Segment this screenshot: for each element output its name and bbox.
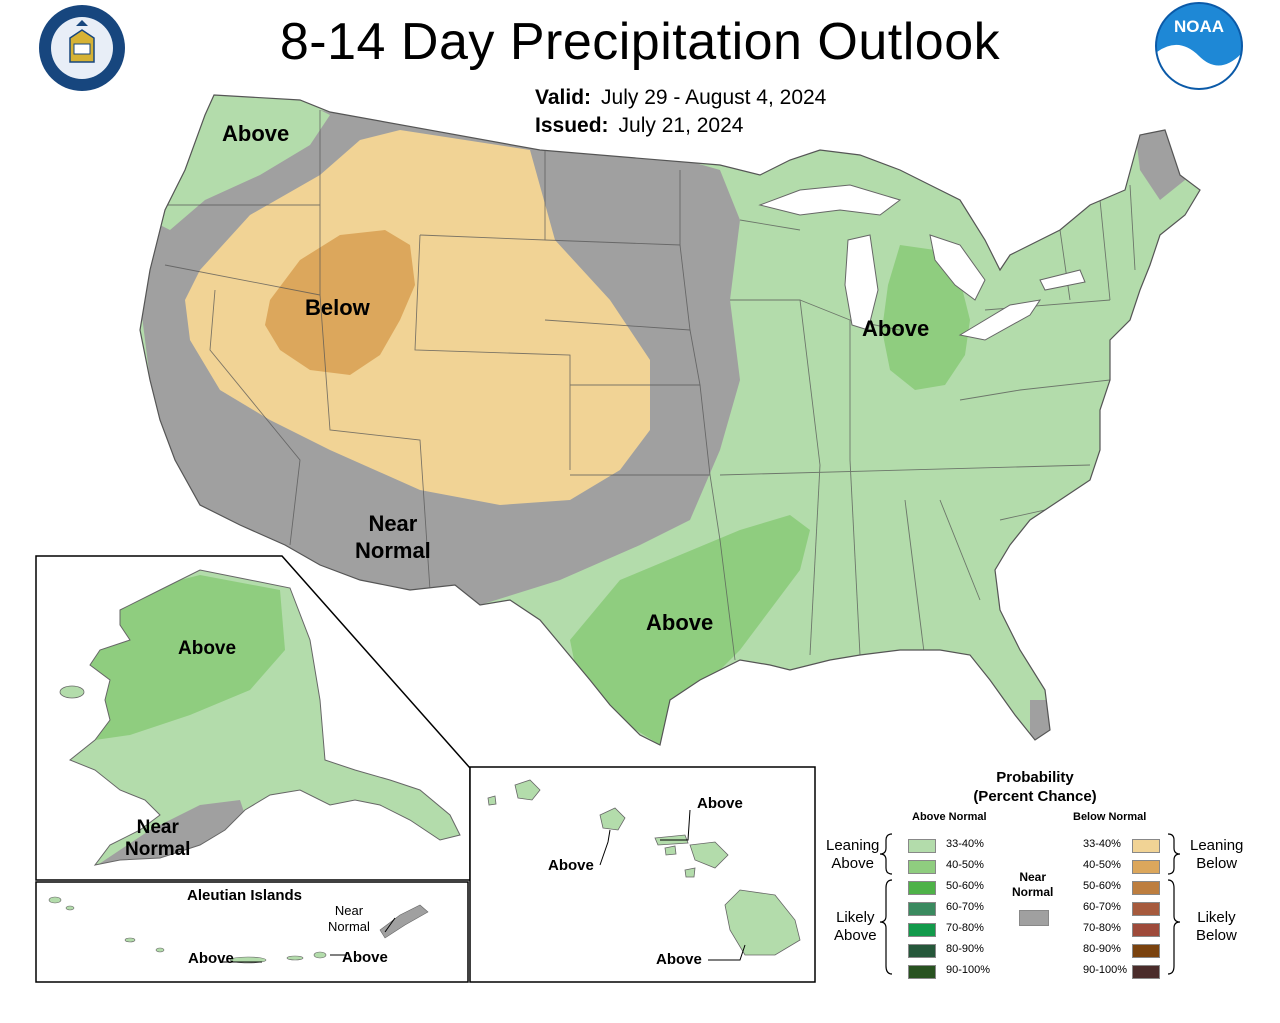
valid-label: Valid: [535,86,592,109]
legend-above-range-5: 70-80% [946,922,984,934]
legend-above-swatch-2 [908,860,936,874]
near-normal-swatch [1019,910,1049,926]
alaska-above-label: Above [178,638,237,659]
great-basin-below-label: Below [305,295,370,320]
legend-below-range-6: 80-90% [1083,943,1121,955]
legend-above-swatch-1 [908,839,936,853]
legend-below-range-2: 40-50% [1083,859,1121,871]
legend-below-range-5: 70-80% [1083,922,1121,934]
valid-row: Valid: July 29 - August 4, 2024 [535,86,826,110]
texas-above-label: Above [646,610,714,635]
legend-below-range-4: 60-70% [1083,901,1121,913]
page-title: 8-14 Day Precipitation Outlook [279,13,1001,71]
noaa-logo-icon: NOAA [1155,2,1243,90]
doc-seal-icon [38,4,126,92]
leaning-below-label: Leaning Below [1190,837,1244,872]
aleutian-above-label-2: Above [342,949,388,966]
legend-below-swatch-1 [1132,839,1160,853]
legend-above-range-2: 40-50% [946,859,984,871]
legend-below-range-7: 90-100% [1083,964,1128,976]
pnw-above-label: Above [222,121,290,146]
near-normal-legend-label: Near Normal [1012,870,1054,899]
aleutian-near-normal-label: Near Normal [328,903,370,934]
legend-below-swatch-3 [1132,881,1160,895]
alaska-near-normal-label: Near Normal [125,817,191,860]
leaning-above-label: Leaning Above [826,837,880,872]
legend-below-swatch-4 [1132,902,1160,916]
legend-above-swatch-7 [908,965,936,979]
legend-above-swatch-3 [908,881,936,895]
legend-above-range-7: 90-100% [946,964,991,976]
ohio-valley-above-label: Above [862,316,930,341]
hawaii-above-label-2: Above [548,857,594,874]
aleutian-title: Aleutian Islands [187,887,303,904]
legend-below-swatch-5 [1132,923,1160,937]
issued-label: Issued: [535,114,609,137]
noaa-text: NOAA [1174,17,1224,36]
legend-below-swatch-2 [1132,860,1160,874]
legend-title: Probability (Percent Chance) [973,769,1097,805]
issued-row: Issued: July 21, 2024 [535,114,743,138]
hawaii-above-label-3: Above [656,951,702,968]
legend-below-swatch-6 [1132,944,1160,958]
legend-above-swatch-6 [908,944,936,958]
legend-below-swatch-7 [1132,965,1160,979]
likely-above-label: Likely Above [834,909,877,944]
legend-below-range-3: 50-60% [1083,880,1121,892]
aleutian-above-label-1: Above [188,950,234,967]
valid-value: July 29 - August 4, 2024 [601,86,827,109]
likely-below-label: Likely Below [1196,909,1237,944]
southwest-near-normal-label: Near Normal [355,511,431,563]
legend-below-range-1: 33-40% [1083,838,1121,850]
legend-above-range-3: 50-60% [946,880,984,892]
legend-above-range-4: 60-70% [946,901,984,913]
legend-above-swatch-5 [908,923,936,937]
legend-below-header: Below Normal [1073,811,1147,823]
legend-above-range-6: 80-90% [946,943,984,955]
legend-above-swatch-4 [908,902,936,916]
legend-above-header: Above Normal [912,811,987,823]
legend-above-range-1: 33-40% [946,838,984,850]
hawaii-above-label-1: Above [697,795,743,812]
issued-value: July 21, 2024 [618,114,744,137]
